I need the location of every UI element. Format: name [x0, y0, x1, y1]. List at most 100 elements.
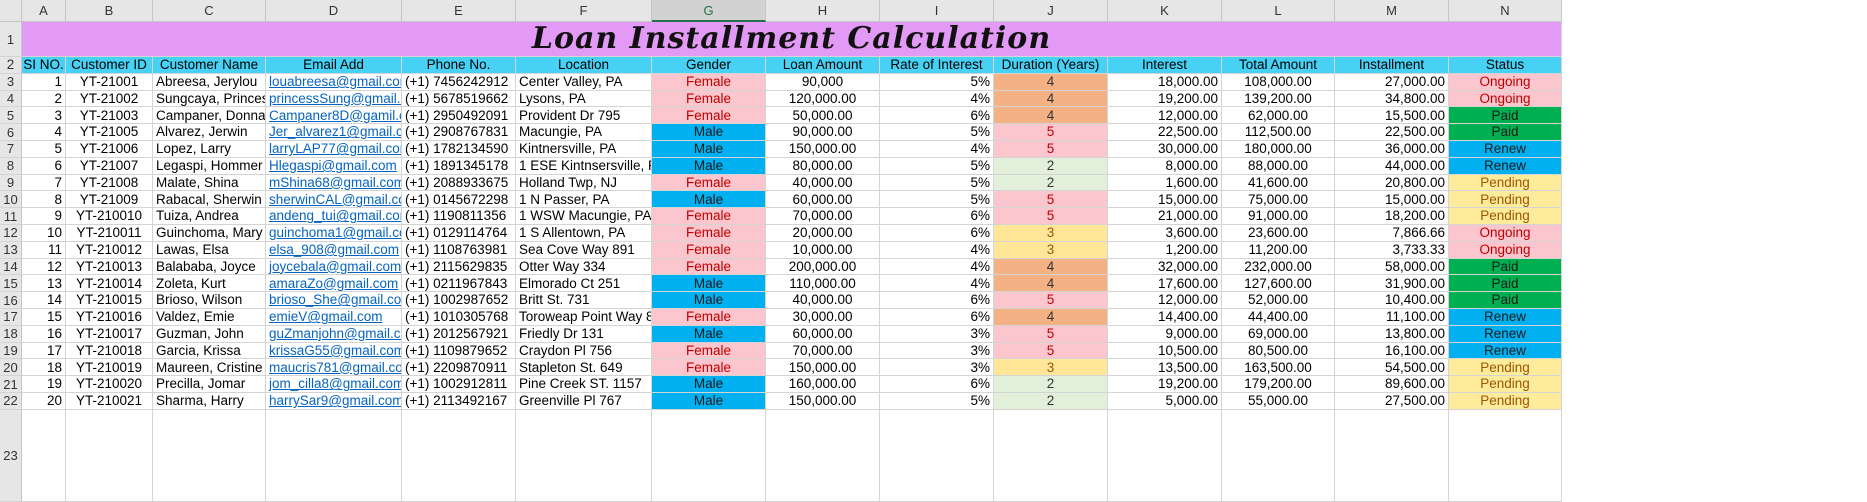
- column-header-m[interactable]: M: [1335, 0, 1449, 22]
- empty-cell[interactable]: [402, 409, 516, 502]
- cell-gender[interactable]: Female: [652, 359, 766, 377]
- empty-cell[interactable]: [1449, 409, 1562, 502]
- cell-customer-name[interactable]: Rabacal, Sherwin: [153, 191, 266, 209]
- cell-loan-amount[interactable]: 90,000: [766, 73, 880, 91]
- header-sl-no[interactable]: SI NO.: [22, 57, 66, 74]
- cell-installment[interactable]: 54,500.00: [1335, 359, 1449, 377]
- cell-sl-no[interactable]: 1: [22, 73, 66, 91]
- email-link[interactable]: Hlegaspi@gmail.com: [269, 157, 397, 173]
- cell-total-amount[interactable]: 62,000.00: [1222, 107, 1335, 125]
- header-customer-name[interactable]: Customer Name: [153, 57, 266, 74]
- email-link[interactable]: krissaG55@gmail.com: [269, 342, 402, 358]
- cell-customer-id[interactable]: YT-21001: [66, 73, 153, 91]
- cell-customer-id[interactable]: YT-210014: [66, 275, 153, 293]
- cell-rate[interactable]: 6%: [880, 376, 994, 393]
- cell-installment[interactable]: 16,100.00: [1335, 342, 1449, 360]
- cell-status[interactable]: Pending: [1449, 191, 1562, 209]
- cell-status[interactable]: Paid: [1449, 275, 1562, 293]
- empty-cell[interactable]: [1108, 409, 1222, 502]
- cell-gender[interactable]: Female: [652, 107, 766, 125]
- cell-location[interactable]: Provident Dr 795: [516, 107, 652, 125]
- cell-sl-no[interactable]: 10: [22, 225, 66, 242]
- cell-phone[interactable]: (+1) 1002912811: [402, 376, 516, 393]
- cell-phone[interactable]: (+1) 0145672298: [402, 191, 516, 209]
- cell-phone[interactable]: (+1) 1190811356: [402, 208, 516, 225]
- email-link[interactable]: jom_cilla8@gmail.com: [269, 376, 402, 392]
- header-rate[interactable]: Rate of Interest: [880, 57, 994, 74]
- cell-sl-no[interactable]: 2: [22, 90, 66, 108]
- cell-interest[interactable]: 1,600.00: [1108, 174, 1222, 192]
- cell-duration[interactable]: 5: [994, 292, 1108, 309]
- cell-status[interactable]: Ongoing: [1449, 90, 1562, 108]
- cell-email[interactable]: Jer_alvarez1@gmail.com: [266, 124, 402, 141]
- cell-gender[interactable]: Female: [652, 174, 766, 192]
- cell-duration[interactable]: 2: [994, 393, 1108, 410]
- cell-total-amount[interactable]: 108,000.00: [1222, 73, 1335, 91]
- cell-interest[interactable]: 17,600.00: [1108, 275, 1222, 293]
- cell-sl-no[interactable]: 14: [22, 292, 66, 309]
- cell-rate[interactable]: 3%: [880, 325, 994, 343]
- row-number[interactable]: 15: [0, 275, 22, 293]
- cell-customer-id[interactable]: YT-21002: [66, 90, 153, 108]
- cell-installment[interactable]: 34,800.00: [1335, 90, 1449, 108]
- cell-interest[interactable]: 19,200.00: [1108, 90, 1222, 108]
- cell-gender[interactable]: Male: [652, 157, 766, 175]
- cell-interest[interactable]: 10,500.00: [1108, 342, 1222, 360]
- cell-installment[interactable]: 36,000.00: [1335, 141, 1449, 158]
- cell-phone[interactable]: (+1) 1108763981: [402, 241, 516, 259]
- cell-interest[interactable]: 3,600.00: [1108, 225, 1222, 242]
- cell-loan-amount[interactable]: 60,000.00: [766, 191, 880, 209]
- cell-status[interactable]: Renew: [1449, 141, 1562, 158]
- cell-interest[interactable]: 5,000.00: [1108, 393, 1222, 410]
- cell-loan-amount[interactable]: 20,000.00: [766, 225, 880, 242]
- cell-phone[interactable]: (+1) 2012567921: [402, 325, 516, 343]
- cell-loan-amount[interactable]: 70,000.00: [766, 208, 880, 225]
- row-number[interactable]: 6: [0, 124, 22, 141]
- header-customer-id[interactable]: Customer ID: [66, 57, 153, 74]
- cell-interest[interactable]: 30,000.00: [1108, 141, 1222, 158]
- row-number[interactable]: 20: [0, 359, 22, 377]
- cell-customer-id[interactable]: YT-210017: [66, 325, 153, 343]
- cell-customer-name[interactable]: Lopez, Larry: [153, 141, 266, 158]
- cell-loan-amount[interactable]: 120,000.00: [766, 90, 880, 108]
- cell-location[interactable]: Elmorado Ct 251: [516, 275, 652, 293]
- row-number[interactable]: 23: [0, 409, 22, 502]
- cell-location[interactable]: 1 ESE Kintnsersville, PA: [516, 157, 652, 175]
- cell-gender[interactable]: Male: [652, 325, 766, 343]
- cell-customer-name[interactable]: Precilla, Jomar: [153, 376, 266, 393]
- row-number[interactable]: 18: [0, 325, 22, 343]
- cell-customer-name[interactable]: Abreesa, Jerylou: [153, 73, 266, 91]
- cell-total-amount[interactable]: 179,200.00: [1222, 376, 1335, 393]
- cell-status[interactable]: Paid: [1449, 258, 1562, 276]
- cell-duration[interactable]: 3: [994, 359, 1108, 377]
- cell-phone[interactable]: (+1) 0129114764: [402, 225, 516, 242]
- email-link[interactable]: emieV@gmail.com: [269, 309, 383, 325]
- cell-phone[interactable]: (+1) 0211967843: [402, 275, 516, 293]
- cell-email[interactable]: mShina68@gmail.com: [266, 174, 402, 192]
- cell-phone[interactable]: (+1) 2113492167: [402, 393, 516, 410]
- email-link[interactable]: maucris781@gmail.com: [269, 359, 402, 375]
- email-link[interactable]: princessSung@gmail.com: [269, 90, 401, 106]
- cell-gender[interactable]: Female: [652, 258, 766, 276]
- cell-rate[interactable]: 6%: [880, 292, 994, 309]
- email-link[interactable]: brioso_She@gmail.com: [269, 292, 402, 308]
- cell-phone[interactable]: (+1) 1010305768: [402, 309, 516, 326]
- cell-total-amount[interactable]: 88,000.00: [1222, 157, 1335, 175]
- cell-customer-id[interactable]: YT-210010: [66, 208, 153, 225]
- cell-customer-name[interactable]: Sungcaya, Princess: [153, 90, 266, 108]
- cell-location[interactable]: Lysons, PA: [516, 90, 652, 108]
- cell-installment[interactable]: 31,900.00: [1335, 275, 1449, 293]
- column-header-j[interactable]: J: [994, 0, 1108, 22]
- email-link[interactable]: harrySar9@gmail.com: [269, 393, 402, 409]
- cell-rate[interactable]: 4%: [880, 90, 994, 108]
- cell-total-amount[interactable]: 52,000.00: [1222, 292, 1335, 309]
- cell-sl-no[interactable]: 13: [22, 275, 66, 293]
- email-link[interactable]: louabreesa@gmail.com: [269, 73, 402, 89]
- row-number[interactable]: 4: [0, 90, 22, 108]
- cell-customer-name[interactable]: Balababa, Joyce: [153, 258, 266, 276]
- cell-location[interactable]: Toroweap Point Way 828: [516, 309, 652, 326]
- cell-email[interactable]: krissaG55@gmail.com: [266, 342, 402, 360]
- cell-rate[interactable]: 6%: [880, 107, 994, 125]
- cell-email[interactable]: guinchoma1@gmail.com: [266, 225, 402, 242]
- row-number[interactable]: 12: [0, 225, 22, 242]
